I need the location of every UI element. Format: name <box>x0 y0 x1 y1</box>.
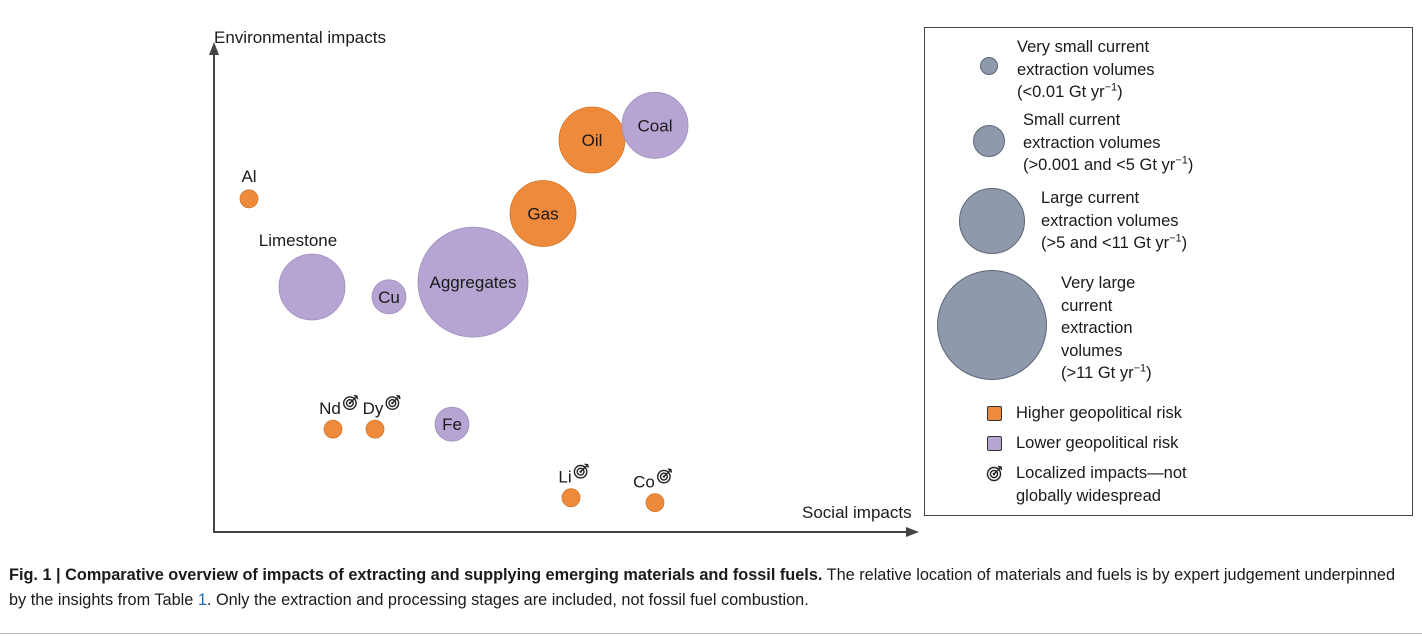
caption-text: The relative location of materials and f… <box>9 566 1396 609</box>
bubble-gas <box>509 180 577 247</box>
caption-text-end: . Only the extraction and processing sta… <box>206 591 809 609</box>
figure-caption: Fig. 1 | Comparative overview of impacts… <box>9 563 1413 613</box>
caption-table-link[interactable]: 1 <box>197 591 207 609</box>
bubble-label-limestone: Limestone <box>259 231 337 250</box>
legend-localized-text: Localized impacts—not globally widesprea… <box>1016 464 1187 505</box>
legend-lower-risk-label: Lower geopolitical risk <box>1016 434 1179 452</box>
legend-lower-risk-swatch <box>987 436 1002 451</box>
legend-small-circle <box>973 125 1005 157</box>
legend-small-text: Small current extraction volumes (>0.001… <box>1023 111 1194 174</box>
bubble-label-dy: Dy <box>363 399 384 418</box>
x-axis-title: Social impacts <box>802 503 912 522</box>
bubble-label-li: Li <box>558 468 571 487</box>
li-localized-icon <box>573 463 589 479</box>
x-axis-arrowhead <box>906 527 919 537</box>
bubble-label-oil: Oil <box>582 131 603 150</box>
bubble-label-cu: Cu <box>378 288 400 307</box>
legend: Very small current extraction volumes (<… <box>924 27 1413 516</box>
bubble-label-al: Al <box>241 167 256 186</box>
bubble-label-fe: Fe <box>442 415 462 434</box>
legend-very-small-text: Very small current extraction volumes (<… <box>1017 38 1155 101</box>
bubble-label-nd: Nd <box>319 399 341 418</box>
divider-rule <box>0 633 1422 634</box>
y-axis-arrowhead <box>209 42 219 55</box>
bubble-oil <box>558 106 626 174</box>
localized-target-icon <box>986 465 1003 482</box>
bubble-label-coal: Coal <box>638 116 673 135</box>
co-localized-icon <box>656 468 673 484</box>
caption-figure-number: Fig. 1 | <box>9 566 66 584</box>
figure: Al Limestone Cu Aggregates Gas Oil Coal Nd Dy Fe L… <box>209 27 1413 537</box>
legend-higher-risk-swatch <box>987 406 1002 421</box>
bubble-dy <box>365 419 385 439</box>
legend-large-circle <box>959 188 1025 254</box>
bubble-label-co: Co <box>633 473 655 492</box>
legend-higher-risk-label: Higher geopolitical risk <box>1016 404 1182 422</box>
dy-localized-icon <box>385 394 401 411</box>
bubble-coal <box>621 91 689 159</box>
bubble-plot: Al Limestone Cu Aggregates Gas Oil Coal Nd Dy Fe L… <box>209 42 919 537</box>
bubble-aggregates <box>417 226 529 338</box>
bubble-cu <box>371 279 407 315</box>
bubble-li <box>561 488 581 508</box>
bubble-fe <box>434 406 470 442</box>
bubble-al <box>239 189 259 209</box>
legend-very-large-text: Very large current extraction volumes (>… <box>1061 274 1152 382</box>
nd-localized-icon <box>342 394 359 411</box>
y-axis-title: Environmental impacts <box>214 28 386 47</box>
legend-large-text: Large current extraction volumes (>5 and… <box>1041 189 1188 252</box>
legend-very-small-circle <box>980 57 998 75</box>
bubble-label-gas: Gas <box>527 205 558 224</box>
bubble-label-aggregates: Aggregates <box>430 273 517 292</box>
bubble-limestone <box>278 253 346 321</box>
legend-very-large-circle <box>937 270 1047 380</box>
caption-title: Comparative overview of impacts of extra… <box>65 566 823 584</box>
bubble-co <box>645 493 665 513</box>
bubble-nd <box>323 419 343 439</box>
